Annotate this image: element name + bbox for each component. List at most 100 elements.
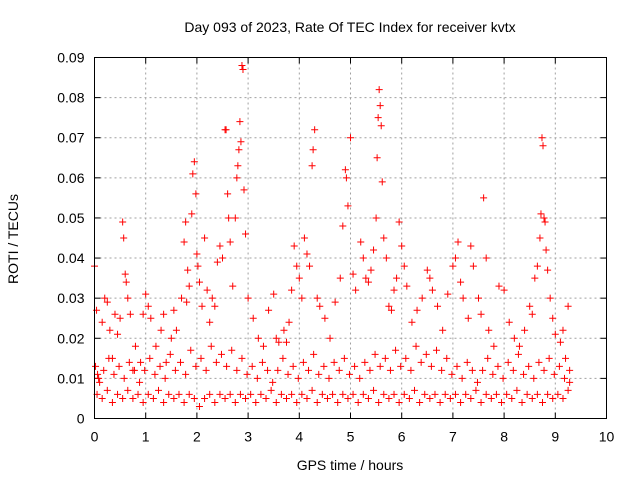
data-point [533,390,541,398]
data-point [408,318,416,326]
data-point [110,370,118,378]
data-point [211,302,219,310]
data-point [518,398,526,406]
data-point [272,334,280,342]
data-point [313,398,321,406]
data-point [144,390,152,398]
data-point [161,374,169,382]
data-point [311,126,319,134]
data-point [170,306,178,314]
data-point [477,398,485,406]
data-point [152,342,160,350]
data-point [308,386,316,394]
data-point [120,234,128,242]
data-point [131,342,139,350]
data-point [376,102,384,110]
data-point [407,366,415,374]
data-point [504,358,512,366]
data-point [114,330,122,338]
data-point [242,230,250,238]
data-point [114,390,122,398]
data-point [380,390,388,398]
data-point [217,350,225,358]
data-point [417,358,425,366]
data-point [467,394,475,402]
data-point [136,378,144,386]
data-point [335,366,343,374]
y-tick-label: 0.05 [57,210,84,226]
data-point [137,358,145,366]
data-point [372,214,380,222]
data-point [566,378,574,386]
data-point [444,290,452,298]
data-point [216,242,224,250]
data-point [395,218,403,226]
data-point [341,166,349,174]
data-point [211,398,219,406]
data-point [177,358,185,366]
data-point [192,362,200,370]
data-point [195,278,203,286]
x-tick-label: 0 [91,429,99,445]
data-point [288,390,296,398]
data-point [378,178,386,186]
data-point [434,302,442,310]
data-point [171,366,179,374]
x-tick-label: 9 [551,429,559,445]
x-tick-label: 1 [142,429,150,445]
data-point [239,66,247,74]
data-point [475,294,482,302]
data-point [146,354,154,362]
data-point [364,278,372,286]
data-point [309,146,317,154]
data-point [105,354,113,362]
data-point [479,366,487,374]
data-point [356,374,364,382]
data-point [453,362,461,370]
data-point [315,370,323,378]
data-point [531,274,539,282]
data-point [244,294,252,302]
data-point [300,234,308,242]
y-tick-label: 0 [77,411,85,427]
data-point [526,302,534,310]
data-point [549,314,557,322]
data-point [165,390,173,398]
data-point [375,398,383,406]
data-point [330,358,338,366]
data-point [94,370,102,378]
data-point [323,394,331,402]
x-tick-label: 6 [398,429,406,445]
data-point [393,274,401,282]
data-point [539,398,546,406]
data-point [92,362,100,370]
data-point [359,254,367,262]
data-point [192,190,200,198]
data-point [559,394,567,402]
data-points [91,62,574,410]
data-point [115,362,123,370]
data-point [223,362,231,370]
data-point [357,238,365,246]
data-point [397,362,405,370]
y-tick-label: 0.08 [57,90,84,106]
data-point [412,342,420,350]
data-point [484,354,492,362]
data-point [119,218,127,226]
data-point [528,310,536,318]
data-point [540,214,548,222]
data-point [339,222,347,230]
data-point [380,234,388,242]
data-point [433,346,441,354]
data-point [180,238,188,246]
data-point [498,398,506,406]
data-point [139,398,147,406]
data-point [240,186,248,194]
data-point [144,302,152,310]
data-point [334,398,342,406]
data-point [464,314,472,322]
data-point [166,350,174,358]
data-point [175,390,183,398]
data-point [441,390,449,398]
data-point [226,238,234,246]
